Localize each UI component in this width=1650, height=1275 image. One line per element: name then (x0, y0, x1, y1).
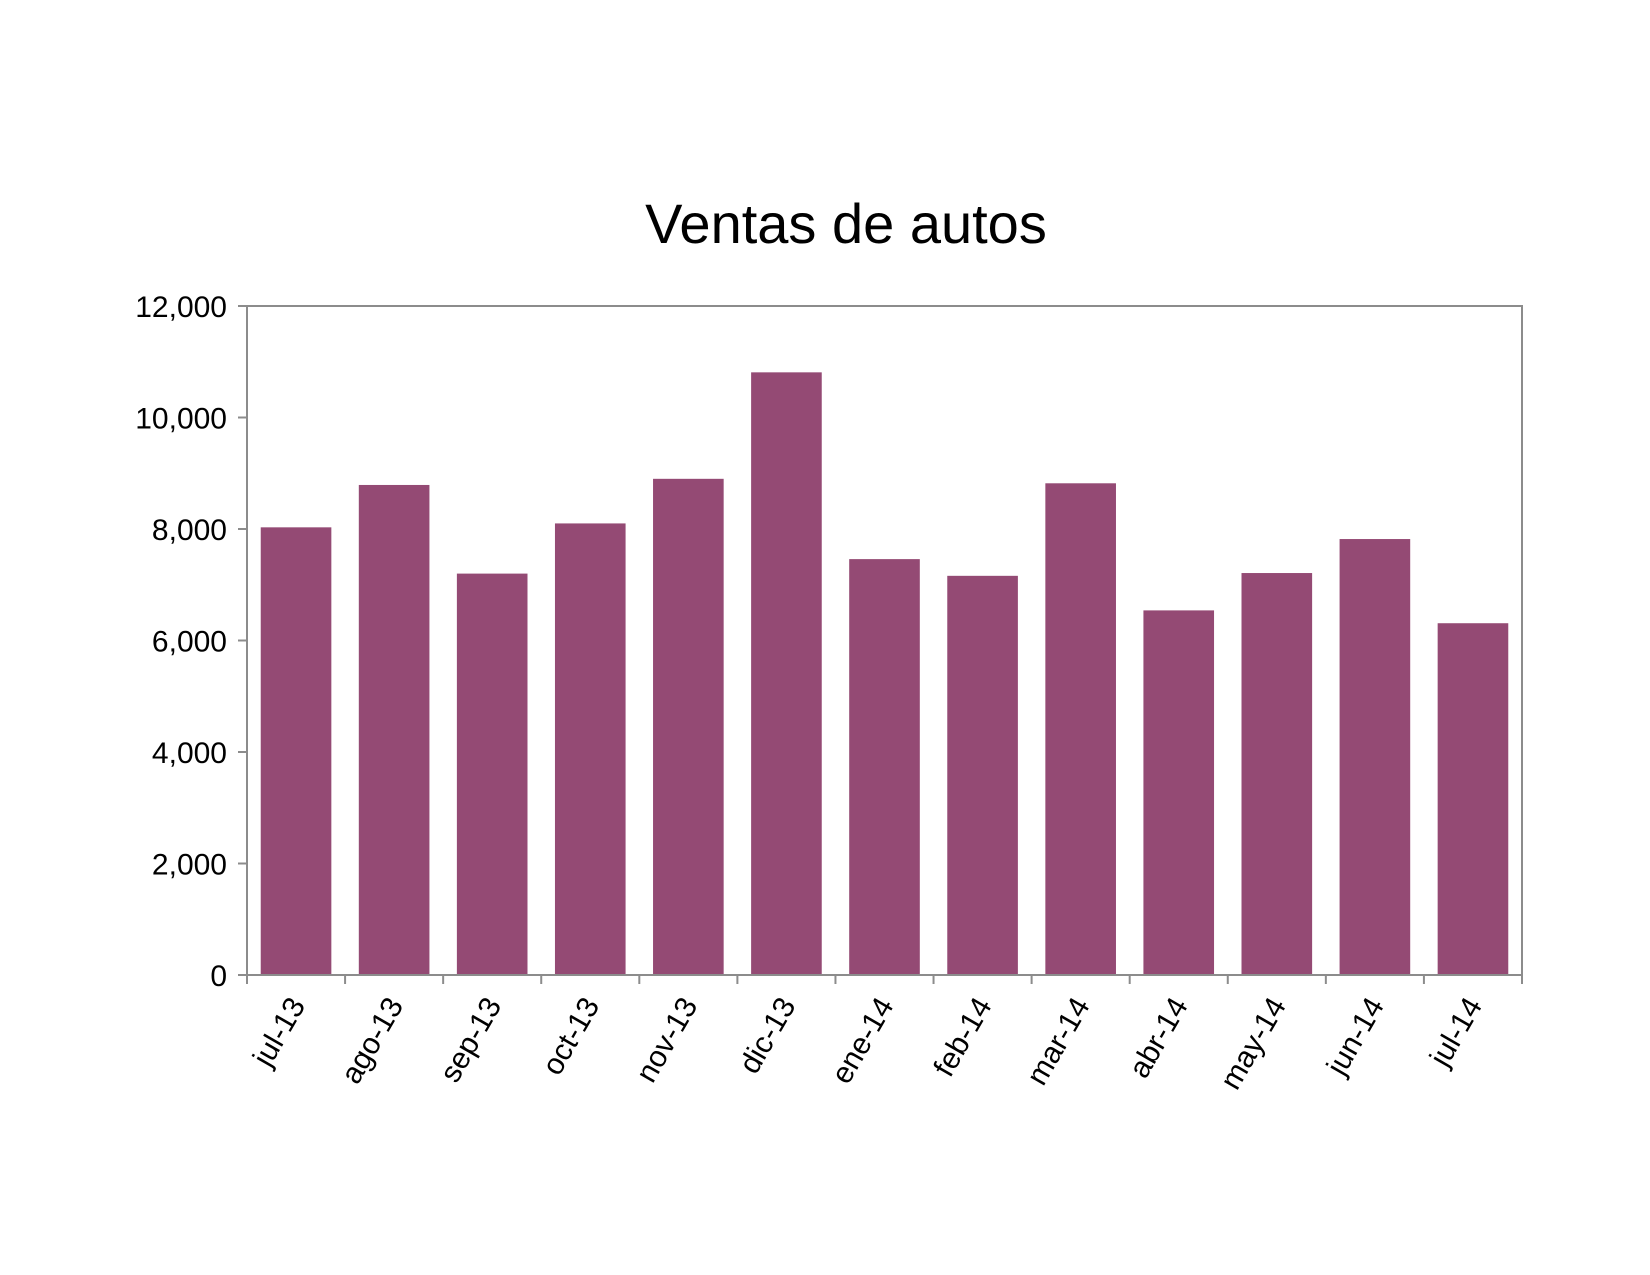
bar-mar-14 (1045, 483, 1116, 975)
x-tick-label: jun-14 (1320, 992, 1391, 1082)
x-tick-label: ago-13 (335, 992, 410, 1089)
x-tick-label: may-14 (1214, 992, 1293, 1095)
x-tick-label: ene-14 (825, 992, 900, 1089)
y-tick-label: 6,000 (152, 626, 227, 659)
y-tick-label: 10,000 (135, 403, 227, 436)
bars-group (260, 372, 1509, 976)
x-tick-label: dic-13 (733, 992, 802, 1079)
x-tick-label: jul-13 (246, 992, 312, 1073)
x-tick-label: nov-13 (630, 992, 704, 1088)
x-axis: jul-13 ago-13 sep-13 oct-13 nov-13 dic-13 ene-… (246, 975, 1523, 1095)
y-axis: 0 2,000 4,000 6,000 8,000 10,000 12,000 (135, 291, 247, 993)
bar-jul-13 (260, 527, 332, 975)
bar-jun-14 (1339, 539, 1411, 975)
y-tick-label: 2,000 (152, 849, 227, 882)
y-tick-label: 4,000 (152, 737, 227, 770)
x-tick-label: jul-14 (1423, 992, 1489, 1073)
y-tick-label: 12,000 (135, 291, 227, 324)
bar-ago-13 (358, 484, 430, 975)
bar-oct-13 (554, 523, 626, 975)
x-tick-label: abr-14 (1123, 992, 1195, 1084)
x-tick-label: mar-14 (1021, 992, 1097, 1091)
bar-jul-14 (1437, 623, 1509, 975)
bar-feb-14 (947, 575, 1018, 975)
x-tick-label: oct-13 (536, 992, 606, 1081)
bar-ene-14 (849, 559, 920, 975)
chart-title: Ventas de autos (645, 192, 1047, 255)
y-tick-label: 8,000 (152, 514, 227, 547)
bar-sep-13 (456, 573, 528, 975)
y-tick-label: 0 (210, 960, 227, 993)
bar-abr-14 (1143, 610, 1215, 975)
x-tick-label: feb-14 (928, 992, 999, 1082)
bar-nov-13 (653, 478, 724, 975)
bar-dic-13 (751, 372, 822, 976)
x-tick-label: sep-13 (434, 992, 508, 1088)
bar-may-14 (1241, 573, 1313, 975)
